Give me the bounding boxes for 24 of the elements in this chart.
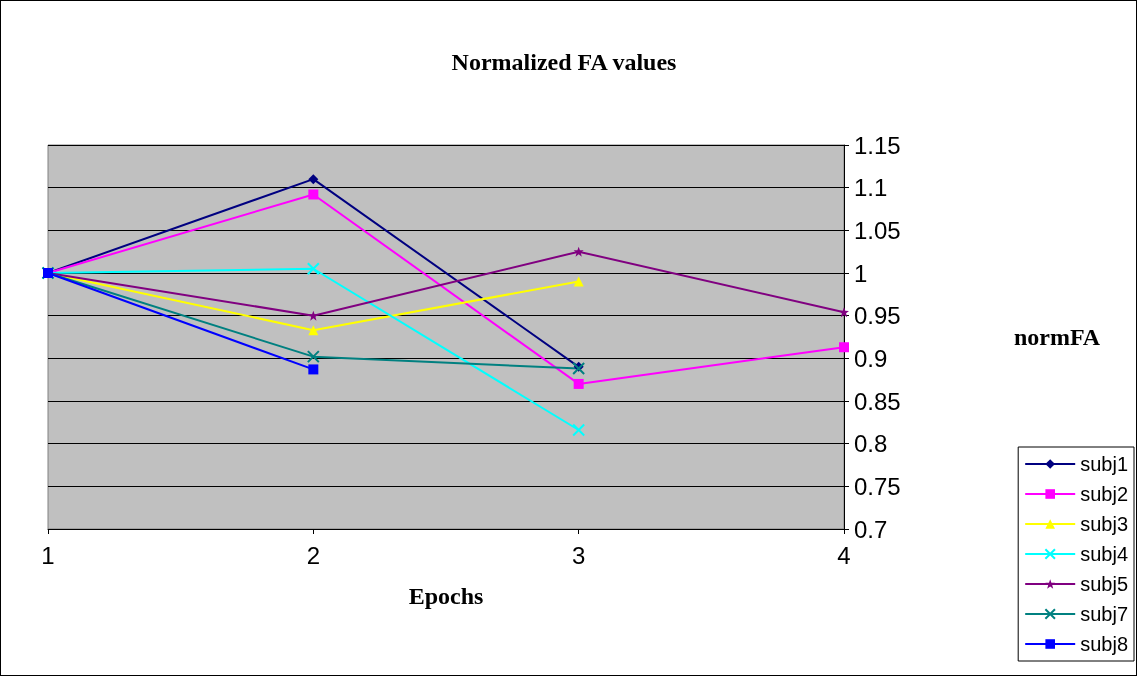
y-tick-label: 1.1 (854, 174, 888, 202)
x-tick-label: 3 (571, 541, 586, 569)
y-tick-label: 1.15 (854, 131, 901, 159)
y-tick-label: 1.05 (854, 216, 901, 244)
legend-label: subj3 (1080, 513, 1128, 535)
y-tick-label: 0.85 (854, 387, 901, 415)
x-tick-label: 1 (41, 541, 55, 569)
x-tick-label: 2 (306, 541, 321, 569)
y-tick-label: 0.75 (854, 472, 901, 500)
chart-title: Normalized FA values (451, 49, 677, 75)
y-tick-label: 0.9 (854, 344, 888, 372)
legend-label: subj4 (1080, 543, 1128, 565)
legend-label: subj1 (1080, 453, 1128, 475)
y-tick-label: 0.95 (854, 302, 901, 330)
legend-label: subj7 (1080, 603, 1128, 625)
x-tick-label: 4 (837, 541, 851, 569)
y-tick-label: 0.7 (854, 515, 888, 543)
y-tick-label: 1 (854, 259, 868, 287)
legend-label: subj5 (1080, 573, 1128, 595)
legend-label: subj2 (1080, 483, 1128, 505)
x-axis-title: Epochs (408, 583, 484, 609)
y-axis-title: normFA (1014, 324, 1101, 350)
y-tick-label: 0.8 (854, 430, 888, 458)
legend-label: subj8 (1080, 633, 1128, 655)
